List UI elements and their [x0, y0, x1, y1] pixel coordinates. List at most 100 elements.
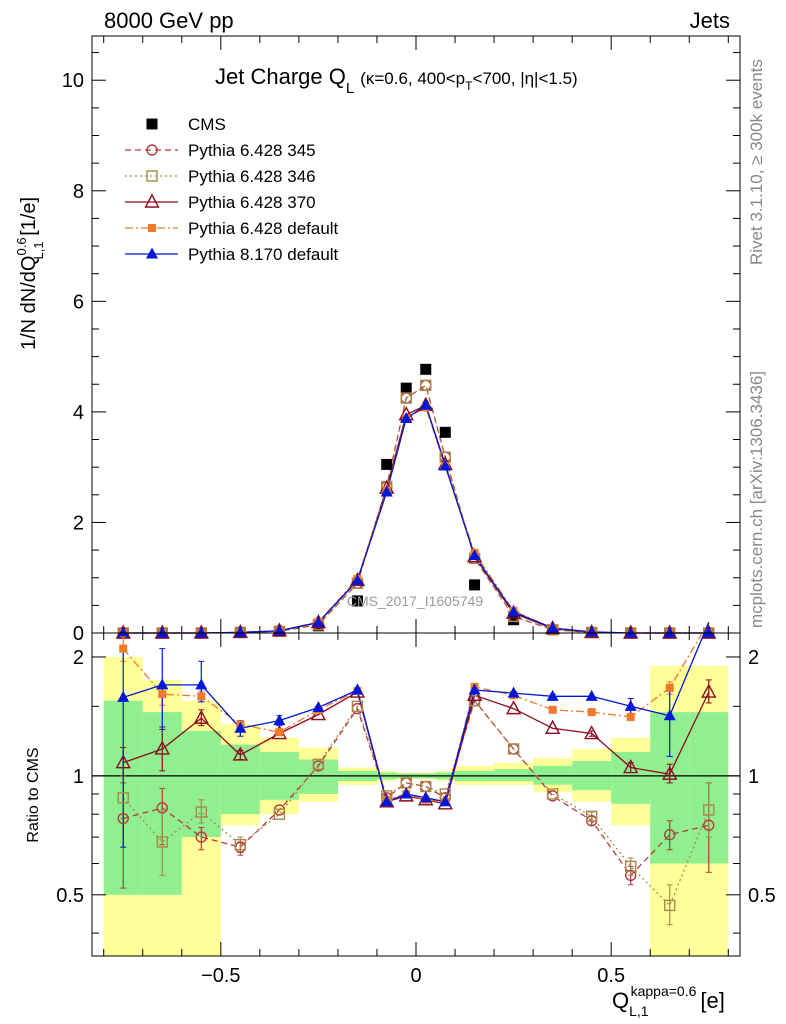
main-point-5-3	[234, 625, 247, 637]
ratio-point-2-14	[583, 725, 600, 740]
ratio-xlabel-main: Q	[612, 988, 629, 1013]
main-point-0-7	[381, 458, 393, 470]
ratio-point-2-17	[701, 683, 717, 698]
main-point-0-9	[420, 363, 432, 375]
ratio-point-3-0	[119, 644, 128, 653]
ratio-point-4-14	[585, 689, 598, 701]
main-point-5-16	[663, 626, 676, 638]
main-point-0-6	[351, 595, 363, 607]
ratio-point-1-14	[585, 810, 598, 823]
ratio-point-2-16	[662, 765, 678, 780]
ratio-ylabel: Ratio to CMS	[25, 747, 42, 842]
main-point-5-9	[419, 398, 432, 410]
main-point-5-7	[380, 485, 393, 497]
ratio-point-4-3	[234, 721, 247, 733]
ratio-point-1-2	[195, 806, 208, 818]
ratio-point-3-16	[665, 683, 674, 692]
legend-label-1: Pythia 6.428 345	[188, 141, 316, 160]
rivet-label: Rivet 3.1.10, ≥ 300k events	[747, 59, 766, 265]
ratio-point-1-5	[312, 758, 325, 770]
main-point-2-8	[400, 392, 412, 404]
ratio-point-0-15	[624, 869, 637, 882]
ratio-point-1-12	[507, 743, 520, 755]
ratio-point-4-7	[380, 795, 393, 807]
main-point-5-5	[312, 615, 325, 627]
ratio-point-4-10	[439, 795, 452, 807]
main-point-5-6	[351, 573, 364, 585]
ratio-ytick-label-right-1: 1	[748, 766, 759, 788]
ratio-point-1-13	[546, 788, 559, 800]
legend-label-5: Pythia 8.170 default	[188, 245, 339, 264]
legend-marker-3	[144, 193, 160, 208]
ratio-xlabel-unit: [e]	[700, 988, 724, 1013]
ratio-point-4-16	[663, 709, 676, 721]
ratio-point-4-8	[400, 787, 413, 799]
ratio-point-1-15	[624, 860, 637, 873]
ratio-point-4-9	[419, 791, 432, 803]
main-point-5-14	[585, 625, 598, 637]
ratio-series-line-4	[123, 621, 710, 803]
ratio-point-2-1	[154, 740, 170, 755]
ratio-point-4-2	[195, 678, 208, 690]
main-point-5-12	[507, 605, 520, 617]
ratio-series-line-0	[123, 699, 709, 877]
main-point-5-1	[156, 626, 169, 638]
mcplots-label: mcplots.cern.ch [arXiv:1306.3436]	[747, 371, 766, 628]
main-point-1-9	[420, 379, 432, 392]
main-ylabel-sub: L,1	[31, 241, 46, 259]
ratio-point-1-16	[664, 899, 676, 912]
ratio-xtick-label-0: −0.5	[201, 965, 240, 987]
ratio-ytick-label-1: 1	[73, 766, 84, 788]
main-ylabel-sup: 0.6	[14, 237, 29, 255]
main-ytick-label-5: 10	[62, 70, 84, 92]
main-ytick-label-4: 8	[73, 181, 84, 203]
chart-title-extra2: <700, |η|<1.5)	[472, 69, 577, 88]
main-point-2-9	[420, 379, 432, 392]
ratio-point-4-15	[624, 699, 637, 711]
ratio-point-3-14	[587, 708, 596, 717]
ratio-point-1-1	[156, 836, 168, 848]
main-ytick-label-2: 4	[73, 402, 84, 424]
main-point-0-10	[439, 426, 451, 438]
ratio-point-0-1	[156, 802, 168, 814]
ratio-point-2-0	[115, 754, 131, 769]
ratio-point-4-13	[546, 689, 559, 701]
ratio-point-2-15	[623, 759, 639, 774]
ratio-point-4-1	[156, 678, 169, 690]
main-ytick-label-0: 0	[73, 623, 84, 645]
ratio-xlabel: QL,1 kappa=0.6 [e]	[612, 983, 725, 1019]
legend-label-0: CMS	[188, 115, 226, 134]
ratio-point-4-5	[312, 700, 325, 712]
ratio-ytick-label-right-0: 0.5	[748, 885, 776, 907]
chart-title-extra: (κ=0.6, 400<p	[360, 69, 465, 88]
main-point-5-0	[117, 626, 130, 638]
legend-marker-2	[146, 170, 158, 182]
ratio-point-2-12	[505, 700, 522, 715]
main-point-0-8	[400, 382, 412, 394]
ratio-point-0-2	[195, 831, 208, 843]
ratio-point-2-2	[193, 709, 209, 724]
main-ylabel: 1/N dN/dQ0.6 L,1 [1/e]	[14, 197, 46, 350]
legend-label-2: Pythia 6.428 346	[188, 167, 316, 186]
ratio-point-4-11	[468, 683, 481, 695]
ratio-point-3-15	[626, 712, 635, 721]
ratio-ytick-label-2: 2	[73, 647, 84, 669]
main-panel: 0 2 4 6 8 10 Jet Charge QL (κ=0.6, 400<pT<700,…	[14, 35, 741, 645]
ratio-point-3-2	[197, 692, 206, 701]
band-green-12	[494, 769, 534, 782]
main-ytick-label-1: 2	[73, 512, 84, 534]
ratio-point-1-0	[117, 792, 129, 804]
ratio-series-line-3	[122, 621, 710, 803]
ratio-point-1-4	[273, 808, 286, 820]
ratio-point-2-13	[544, 719, 561, 734]
main-point-5-15	[624, 626, 637, 638]
header-left: 8000 GeV pp	[104, 8, 234, 33]
legend-label-3: Pythia 6.428 370	[188, 193, 316, 212]
main-point-5-13	[546, 621, 559, 633]
ratio-point-4-6	[351, 683, 364, 695]
ratio-ytick-label-right-2: 2	[748, 647, 759, 669]
chart-title: Jet Charge QL (κ=0.6, 400<pT<700, |η|<1.5…	[215, 64, 578, 97]
main-point-5-17	[702, 626, 715, 638]
legend-marker-1	[146, 144, 158, 156]
ratio-xtick-label-1: 0	[410, 965, 421, 987]
